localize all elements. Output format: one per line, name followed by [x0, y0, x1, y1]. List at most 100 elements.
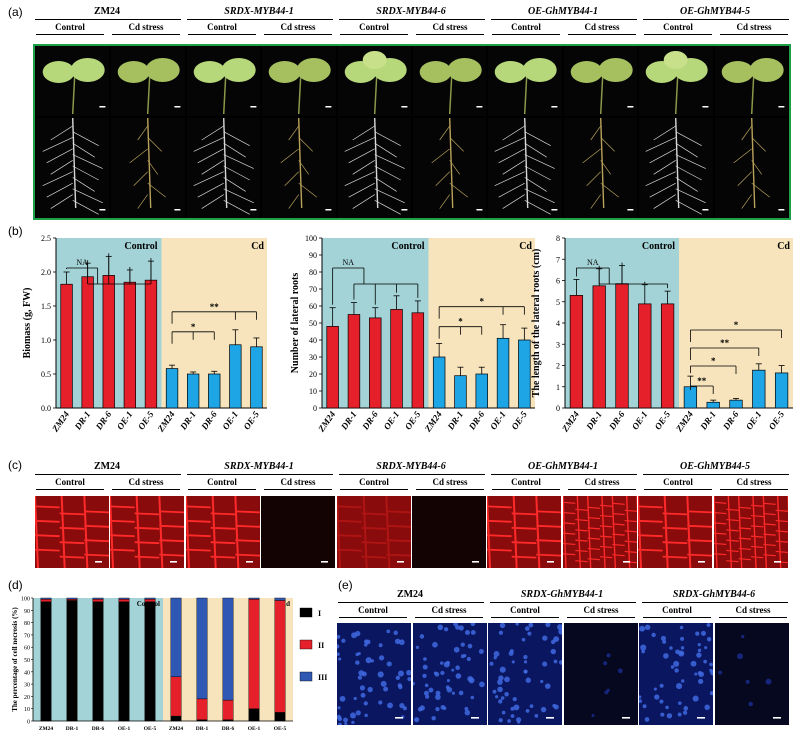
lateral-root: [50, 125, 73, 141]
nucleus: [406, 669, 411, 676]
panel-c-label: (c): [8, 458, 22, 472]
y-tick-label: 0: [27, 720, 30, 726]
y-tick-label: 1: [556, 383, 560, 392]
nucleus: [431, 641, 438, 648]
x-tick-label: OE-1: [744, 409, 764, 431]
nucleus: [499, 666, 506, 673]
genotype-label: OE-GhMYB44-5: [679, 6, 750, 17]
nucleus: [413, 717, 419, 723]
header-line: [644, 34, 712, 35]
bar: [411, 312, 425, 409]
seedling-drawing: [268, 58, 332, 115]
nucleus: [434, 671, 439, 677]
cell-wall: [624, 530, 637, 533]
nucleus: [653, 687, 657, 691]
lateral-root: [147, 182, 167, 198]
shoot-photo: [186, 46, 261, 116]
y-tick-label: 10: [24, 707, 30, 713]
cell-wall: [84, 553, 109, 557]
seedling-drawing: [193, 58, 257, 115]
lateral-root: [524, 199, 552, 215]
cell-wall: [762, 543, 776, 547]
lateral-root: [223, 131, 250, 147]
bar: [518, 339, 531, 409]
scale-bar: [773, 561, 781, 563]
cell-wall: [638, 534, 663, 538]
cell-wall: [612, 543, 625, 547]
stacked-segment: [40, 601, 52, 722]
nucleus: [639, 695, 642, 699]
cell-wall: [83, 496, 89, 568]
cell-wall: [762, 512, 776, 516]
scale-bar: [627, 106, 634, 108]
nucleus: [363, 701, 368, 706]
nucleus: [402, 706, 407, 711]
stacked-segment: [248, 708, 260, 722]
y-tick-label: 0: [313, 404, 317, 413]
nucleus: [455, 673, 461, 679]
condition-label: Control: [207, 477, 237, 487]
panel-b-label: (b): [8, 224, 23, 238]
nucleus: [393, 630, 398, 635]
nucleus: [709, 691, 713, 696]
bar: [250, 346, 263, 409]
x-tick-label: OE-5: [653, 409, 673, 432]
nucleus: [439, 670, 445, 676]
lateral-root: [498, 148, 526, 164]
header-line: [643, 474, 789, 475]
stem: [448, 75, 453, 115]
cell-wall: [738, 547, 751, 551]
lateral-root: [223, 142, 246, 158]
nucleus: [470, 623, 475, 627]
genotype-label: ZM24: [396, 589, 424, 600]
cell-wall: [762, 502, 776, 505]
y-tick-label: 20: [24, 695, 30, 701]
scale-bar: [174, 106, 181, 108]
lateral-root: [645, 137, 677, 152]
nucleus: [736, 653, 743, 660]
lateral-root: [645, 171, 677, 187]
sig-label: **: [697, 376, 707, 386]
lateral-root: [193, 137, 224, 152]
nucleus: [397, 670, 404, 677]
sig-label: **: [720, 338, 730, 348]
nuclei-pattern: [590, 653, 630, 719]
nucleus: [464, 630, 470, 635]
stacked-segment: [118, 599, 130, 602]
nucleus: [350, 712, 357, 719]
genotype-label: OE-GhMYB44-1: [527, 461, 598, 472]
cell-wall: [599, 545, 613, 549]
cell-wall: [336, 519, 362, 523]
cell-wall: [599, 514, 613, 518]
leaf: [598, 58, 633, 82]
cell-wall: [535, 496, 541, 568]
lateral-root: [352, 159, 375, 175]
header-line: [491, 19, 637, 20]
nucleus: [427, 687, 433, 693]
nuclei-image: [639, 623, 713, 725]
cell-wall: [738, 506, 751, 509]
scale-bar: [325, 106, 332, 108]
nucleus: [338, 657, 342, 661]
cell-wall: [638, 519, 663, 523]
x-tick-label: DR-1: [698, 409, 718, 432]
y-tick-label: 0.5: [41, 370, 51, 379]
shoot-photo: [413, 46, 487, 116]
nucleus: [550, 648, 557, 655]
cell-wall: [487, 505, 513, 509]
header-line: [340, 489, 408, 490]
y-tick-label: 40: [24, 670, 30, 676]
lateral-root: [502, 159, 526, 175]
main-root: [750, 118, 755, 209]
cell-wall: [59, 555, 85, 559]
nucleus: [355, 710, 361, 716]
nucleus: [553, 636, 560, 643]
cell-wall: [185, 519, 211, 523]
bar: [615, 283, 629, 409]
cell-pattern: [562, 496, 637, 568]
x-tick-label: OE-5: [403, 409, 423, 432]
nucleus: [378, 700, 383, 705]
lateral-root: [653, 159, 677, 175]
scale-bar: [772, 717, 781, 719]
cell-wall: [587, 558, 600, 561]
